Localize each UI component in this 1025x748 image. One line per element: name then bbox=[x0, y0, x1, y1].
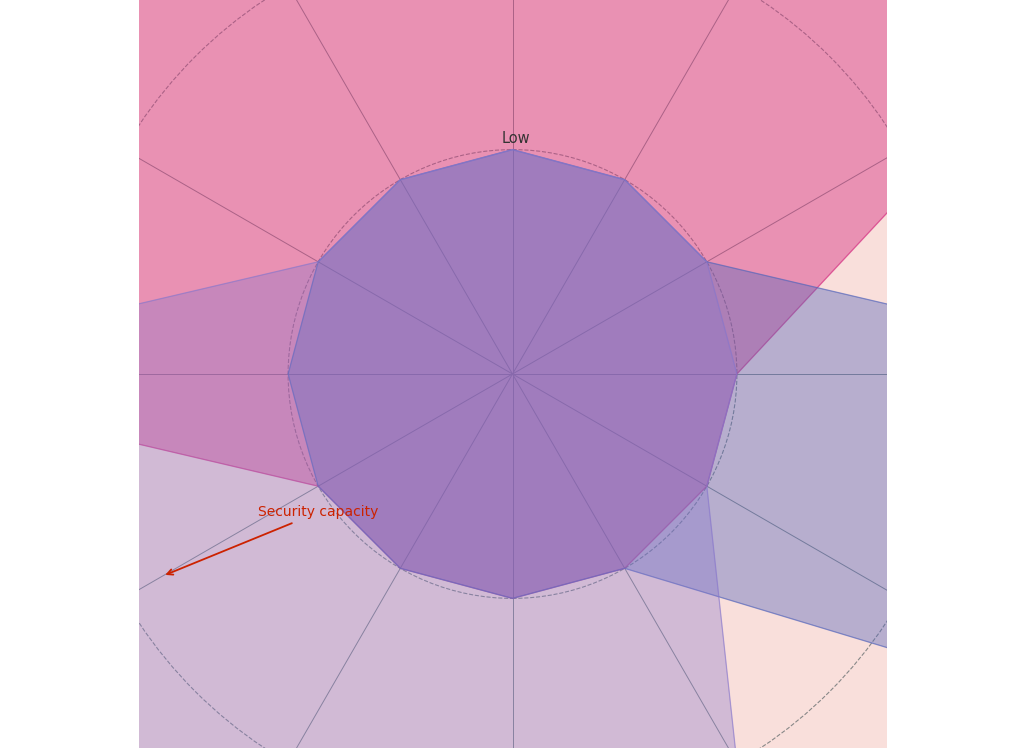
Polygon shape bbox=[288, 150, 1025, 711]
Polygon shape bbox=[0, 0, 998, 598]
Polygon shape bbox=[0, 150, 737, 748]
Text: Security capacity: Security capacity bbox=[167, 506, 378, 574]
Text: Low: Low bbox=[501, 131, 530, 146]
